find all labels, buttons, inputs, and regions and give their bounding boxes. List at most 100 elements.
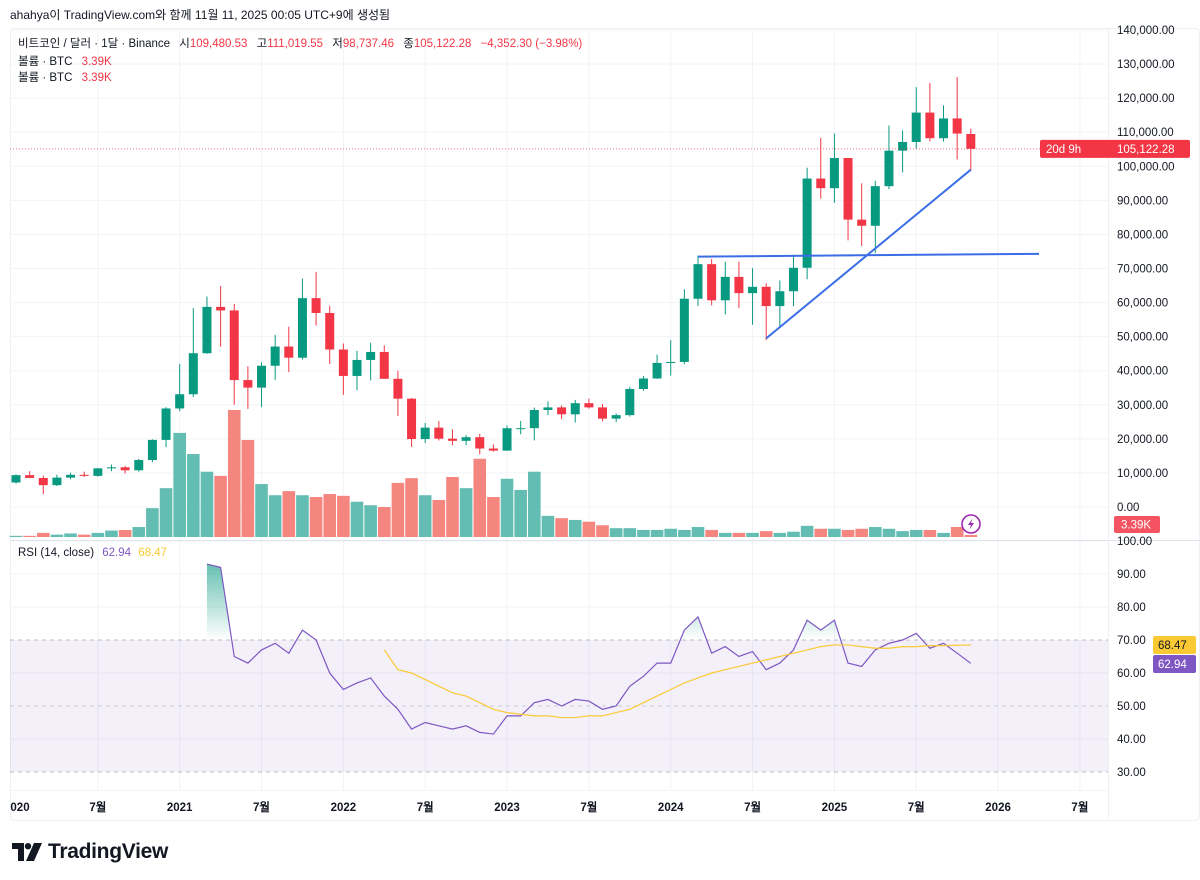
volume-bar: [691, 527, 705, 537]
close-label: 종: [403, 38, 414, 50]
volume-tag: 3.39K: [1114, 516, 1160, 533]
last-price-value: 105,122.28: [1117, 144, 1175, 156]
volume-legend-1[interactable]: 볼륨 · BTC 3.39K: [18, 53, 112, 69]
volume-bar: [459, 488, 473, 537]
candle-body: [134, 460, 144, 471]
candle-body: [325, 312, 335, 350]
candle-body: [188, 353, 198, 395]
volume-bar: [500, 478, 514, 537]
rsi-axis[interactable]: 100.00 90.00 80.00 70.00 60.00 50.00 40.00 30.0…: [1117, 536, 1152, 779]
candle-body: [243, 380, 253, 388]
rsi-label: RSI (14, close): [18, 547, 95, 559]
volume-bar: [159, 488, 173, 537]
volume-bar: [568, 519, 582, 537]
volume-bar: [77, 534, 91, 537]
price-tick-label: 60,000.00: [1117, 298, 1168, 310]
volume-bar: [105, 530, 118, 537]
candle-body: [966, 133, 976, 149]
candle-body: [202, 306, 212, 354]
rsi-tick-label: 30.00: [1117, 767, 1146, 779]
candle-body: [870, 186, 880, 226]
drawings[interactable]: [697, 168, 1040, 340]
volume-bar: [487, 497, 500, 537]
candle-body: [720, 276, 730, 301]
volume-bar: [759, 531, 773, 537]
volume-bar: [855, 528, 868, 537]
candle-body: [447, 438, 457, 441]
time-axis[interactable]: 020 7월 2021 7월 2022 7월 2023 7월 2024 7월 2025 7월 2026 7…: [10, 800, 1088, 814]
open-value: 109,480.53: [189, 38, 248, 50]
candle-body: [93, 468, 103, 476]
volume-bar: [309, 497, 323, 537]
candle-body: [52, 477, 62, 486]
candle-body: [761, 286, 771, 307]
candle-body: [420, 427, 430, 440]
candle-body: [775, 291, 785, 307]
candle-body: [311, 298, 321, 313]
volume-bar: [909, 529, 923, 537]
candle-body: [106, 467, 116, 469]
candle-body: [393, 378, 403, 399]
rsi-value: 62.94: [102, 547, 132, 559]
volume-bar: [64, 533, 77, 537]
rsi-ma-value: 68.47: [138, 547, 168, 559]
volume-bar: [473, 458, 487, 537]
candles: [11, 77, 976, 495]
volume-bar: [732, 532, 746, 537]
volume-bar: [609, 528, 623, 537]
candle-body: [488, 448, 498, 451]
candle-body: [120, 467, 130, 471]
candle-body: [66, 474, 76, 478]
rsi-line: [206, 563, 972, 735]
volume-bar: [841, 529, 855, 537]
rsi-tick-label: 100.00: [1117, 536, 1152, 548]
rsi-tag-value: 62.94: [1158, 659, 1187, 671]
rsi-ma-tag-value: 68.47: [1158, 640, 1187, 652]
candle-body: [884, 150, 894, 187]
time-tick-label: 7월: [417, 800, 434, 814]
price-tick-label: 0.00: [1117, 502, 1139, 514]
logo-text: TradingView: [48, 840, 169, 863]
volume-bar: [582, 521, 596, 537]
candle-body: [257, 365, 267, 388]
volume-bar: [773, 532, 787, 537]
lightning-icon[interactable]: [961, 514, 981, 534]
rsi-tag: 62.94: [1153, 655, 1196, 673]
volume-bar: [446, 477, 459, 537]
candle-body: [502, 428, 512, 451]
symbol-legend[interactable]: 비트코인 / 달러 · 1달 · Binance 시109,480.53 고11…: [18, 35, 582, 51]
candle-body: [175, 394, 185, 409]
price-tick-label: 80,000.00: [1117, 229, 1168, 241]
rsi-tick-label: 70.00: [1117, 635, 1146, 647]
candle-body: [598, 407, 608, 419]
candle-body: [543, 407, 553, 411]
time-tick-label: 020: [10, 802, 29, 814]
volume-value: 3.39K: [81, 56, 112, 68]
price-tick-label: 90,000.00: [1117, 195, 1168, 207]
price-tick-label: 50,000.00: [1117, 332, 1168, 344]
rsi-legend[interactable]: RSI (14, close) 62.94 68.47: [18, 547, 167, 559]
volume-bar: [800, 525, 814, 537]
candle-body: [652, 362, 662, 379]
candle-body: [161, 408, 171, 440]
volume-bar: [814, 528, 828, 537]
time-tick-label: 7월: [89, 800, 106, 814]
candle-body: [25, 475, 35, 478]
rsi-band: [10, 640, 1108, 772]
volume-legend-2[interactable]: 볼륨 · BTC 3.39K: [18, 69, 112, 85]
candle-body: [338, 349, 348, 376]
candle-body: [229, 310, 239, 381]
candle-body: [952, 118, 962, 134]
candle-body: [898, 141, 908, 151]
volume-bar: [132, 527, 146, 537]
volume-bar: [964, 535, 978, 537]
volume-bar: [173, 432, 186, 537]
price-axis[interactable]: 140,000.00 130,000.00 120,000.00 110,000.00…: [1117, 25, 1175, 514]
volume-label: 볼륨 · BTC: [18, 72, 73, 84]
price-tick-label: 20,000.00: [1117, 434, 1168, 446]
candle-body: [366, 351, 376, 360]
price-tick-label: 30,000.00: [1117, 400, 1168, 412]
tradingview-logo[interactable]: TradingView: [12, 840, 168, 864]
time-tick-label: 2024: [658, 802, 684, 814]
